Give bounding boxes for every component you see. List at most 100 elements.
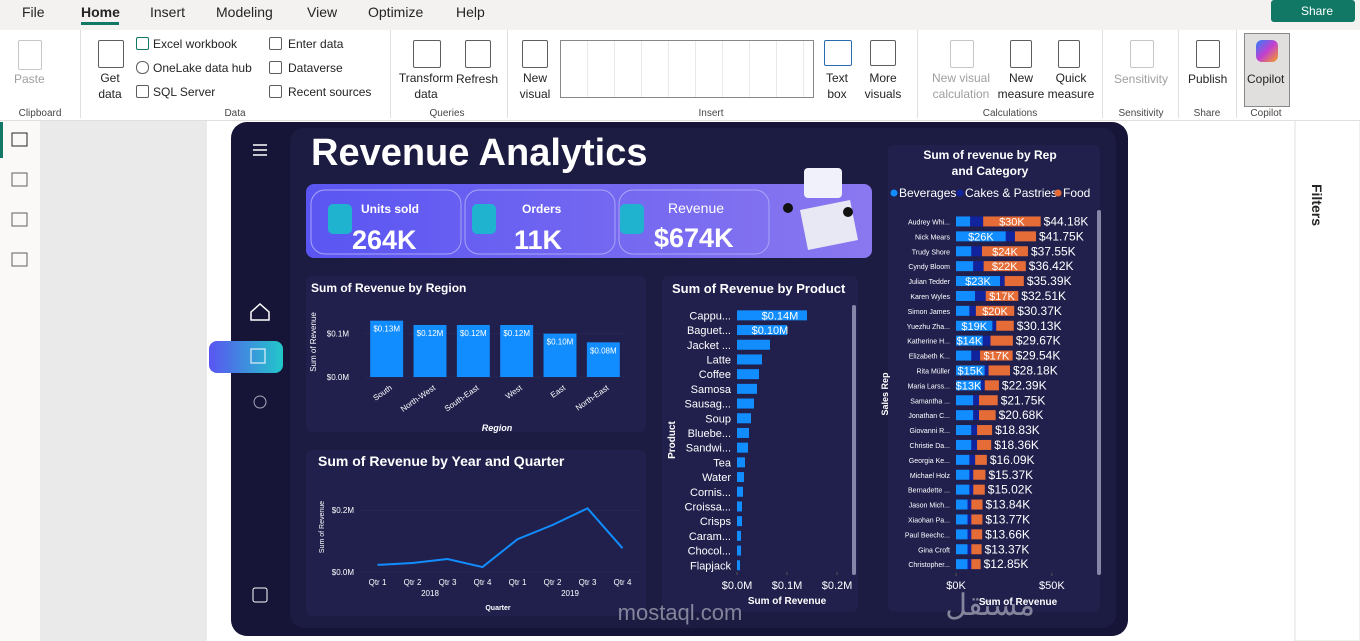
scrollbar[interactable] xyxy=(852,305,856,575)
x-axis-title: Sum of Revenue xyxy=(748,596,827,607)
menu-tab[interactable]: View xyxy=(307,4,338,20)
bar-segment xyxy=(969,454,976,465)
menu-tab[interactable]: Optimize xyxy=(368,4,424,20)
new-visual-button[interactable]: New visual xyxy=(519,71,551,101)
dax-view-icon[interactable] xyxy=(11,252,28,267)
y-tick-label: Flapjack xyxy=(690,560,731,572)
quick-measure-button[interactable]: Quick measure xyxy=(1047,71,1095,101)
x-tick-label: $0.2M xyxy=(822,580,853,592)
y-tick-label: $0.2M xyxy=(332,506,355,515)
legend-label: Food xyxy=(1063,186,1090,200)
recent-button[interactable]: Recent sources xyxy=(288,85,372,99)
kpi-card xyxy=(464,189,616,255)
filters-label[interactable]: Filters xyxy=(1309,184,1325,226)
more-visuals-icon xyxy=(870,40,896,66)
bar-segment xyxy=(982,335,991,346)
linkedin-icon[interactable] xyxy=(252,587,268,603)
bar xyxy=(737,457,745,468)
sensitivity-button: Sensitivity xyxy=(1114,72,1169,86)
total-label: $29.54K xyxy=(1016,349,1061,363)
y-tick-label: Samosa xyxy=(691,384,732,396)
total-label: $21.75K xyxy=(1001,393,1046,407)
people-icon[interactable] xyxy=(253,395,267,409)
value-label: $19K xyxy=(961,321,987,333)
bar-segment xyxy=(971,425,978,436)
bar-segment xyxy=(967,544,972,555)
active-nav[interactable] xyxy=(209,341,283,373)
x-axis-title: Quarter xyxy=(485,605,511,612)
y-tick-label: Sausag... xyxy=(685,399,731,411)
share-button[interactable]: Share xyxy=(1271,0,1355,22)
kpi-band xyxy=(306,184,872,258)
panel xyxy=(662,276,858,612)
dataverse-button[interactable]: Dataverse xyxy=(288,61,343,75)
copilot-button[interactable]: Copilot xyxy=(1244,33,1290,107)
kpi-value: 11K xyxy=(514,225,563,255)
enter-data-button[interactable]: Enter data xyxy=(288,37,344,51)
text-box-icon xyxy=(824,40,852,66)
home-icon[interactable] xyxy=(250,302,270,321)
y-tick-label: Jacket ... xyxy=(687,340,731,352)
sql-icon xyxy=(136,85,149,98)
menu-tab[interactable]: Insert xyxy=(150,4,186,20)
bar-segment xyxy=(956,395,974,406)
more-visuals-button[interactable]: More visuals xyxy=(864,71,902,101)
sql-button[interactable]: SQL Server xyxy=(153,85,216,99)
x-tick-label: Qtr 3 xyxy=(439,578,457,587)
separator xyxy=(80,30,81,118)
get-data-button[interactable]: Get data xyxy=(98,71,122,101)
visual-gallery[interactable] xyxy=(560,40,814,98)
separator xyxy=(1102,30,1103,118)
menu-tab[interactable]: Modeling xyxy=(216,4,273,20)
publish-button[interactable]: Publish xyxy=(1188,72,1228,86)
group-label: Share xyxy=(1193,108,1221,119)
report-view-icon[interactable] xyxy=(11,132,28,147)
y-tick-label: Giovanni R... xyxy=(910,428,951,435)
group-label: Copilot xyxy=(1250,108,1282,119)
bar-segment xyxy=(969,484,974,495)
bar-segment xyxy=(971,544,982,555)
legend-label: Beverages xyxy=(899,186,956,200)
refresh-button[interactable]: Refresh xyxy=(456,72,499,86)
onelake-button[interactable]: OneLake data hub xyxy=(153,61,252,75)
bar xyxy=(737,369,759,380)
new-measure-button[interactable]: New measure xyxy=(997,71,1045,101)
year-label: 2018 xyxy=(421,589,439,598)
table-view-icon[interactable] xyxy=(11,172,28,187)
separator xyxy=(507,30,508,118)
chart-title: Sum of revenue by Rep and Category xyxy=(923,148,1056,178)
y-tick-label: Georgia Ke... xyxy=(909,458,950,465)
text-box-button[interactable]: Text box xyxy=(825,71,848,101)
y-tick-label: Christie Da... xyxy=(910,443,951,450)
bar-segment xyxy=(973,469,986,480)
y-tick-label: Maria Larss... xyxy=(908,383,950,390)
menu-tab[interactable]: Home xyxy=(81,4,120,20)
menu-tab[interactable]: File xyxy=(22,4,45,20)
bar-segment xyxy=(1000,276,1005,287)
x-tick-label: Qtr 4 xyxy=(614,578,632,587)
total-label: $13.37K xyxy=(985,542,1030,556)
model-view-icon[interactable] xyxy=(11,212,28,227)
legend-marker xyxy=(890,189,898,197)
y-tick-label: Jason Mich... xyxy=(909,503,950,510)
bar-segment xyxy=(956,216,971,227)
illustration xyxy=(804,168,842,198)
bar-segment xyxy=(977,425,993,436)
bar-segment xyxy=(973,261,984,272)
scrollbar[interactable] xyxy=(1097,210,1101,575)
y-tick-label: Nick Mears xyxy=(915,234,951,241)
y-tick-label: Soup xyxy=(705,413,731,425)
kpi-card xyxy=(310,189,462,255)
menu-tab[interactable]: Help xyxy=(456,4,485,20)
bar-segment xyxy=(996,320,1014,331)
bar-segment xyxy=(956,335,983,346)
bar-segment xyxy=(977,439,992,450)
menu-icon[interactable] xyxy=(253,144,267,156)
bar-segment xyxy=(1014,231,1037,242)
excel-button[interactable]: Excel workbook xyxy=(153,37,238,51)
value-label: $22K xyxy=(992,261,1018,273)
panel xyxy=(306,450,646,616)
transform-button[interactable]: Transform data xyxy=(398,71,454,101)
y-tick-label: Crisps xyxy=(700,516,732,528)
